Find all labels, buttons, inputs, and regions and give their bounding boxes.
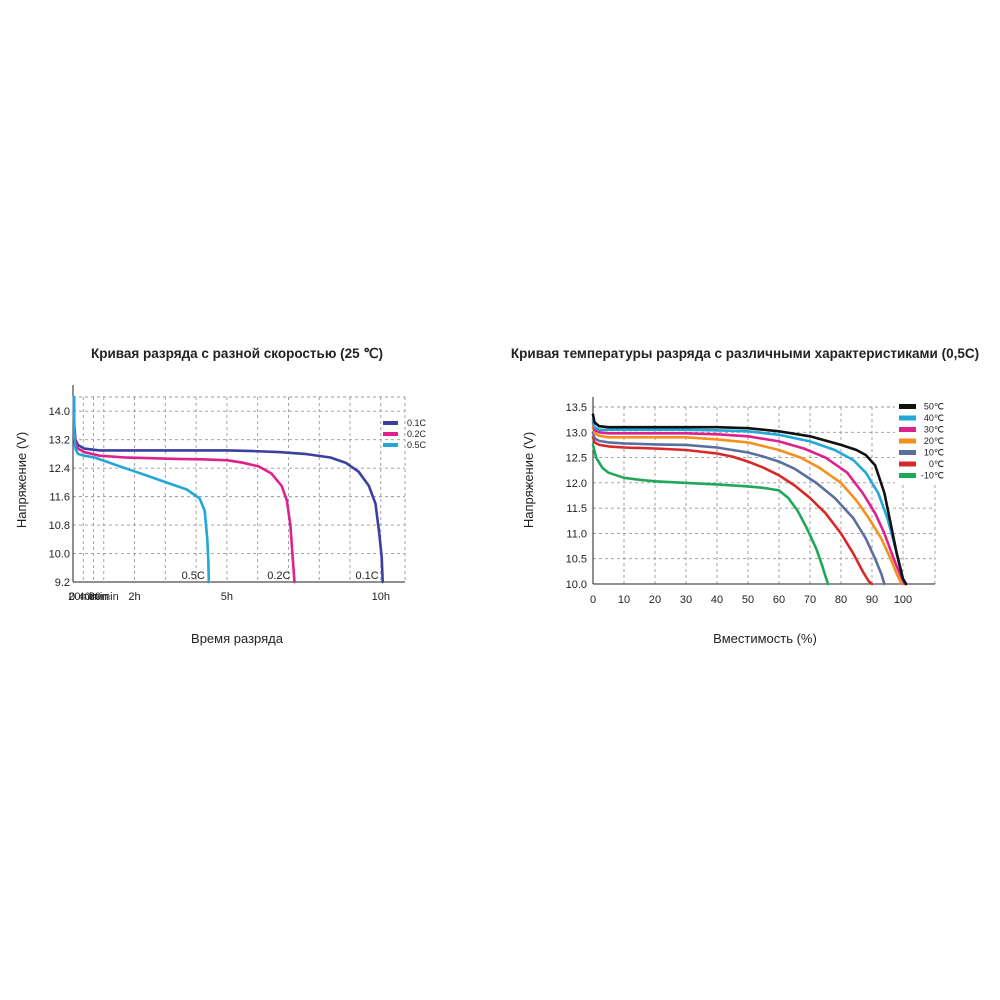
legend-swatch: [899, 415, 916, 421]
legend-swatch: [899, 450, 916, 455]
y-tick-label: 10.0: [566, 579, 587, 591]
legend-label: -10℃: [921, 471, 944, 481]
legend-swatch: [383, 432, 398, 436]
legend-swatch: [383, 421, 398, 425]
legend-label: 10℃: [924, 448, 944, 458]
x-tick-label: 30: [680, 594, 692, 606]
legend-label: 0℃: [929, 459, 944, 469]
series-line: [72, 395, 384, 584]
series-line: [591, 436, 874, 586]
x-tick-label: 50: [742, 594, 754, 606]
x-tick-label: 10h: [372, 591, 390, 603]
legend-swatch: [899, 427, 916, 432]
x-tick-label: 90: [866, 594, 878, 606]
y-tick-label: 12.5: [566, 453, 587, 465]
x-tick-label: 60: [773, 594, 785, 606]
x-tick-label: 70: [804, 594, 816, 606]
legend-label: 0.1C: [407, 418, 427, 428]
x-tick-label: 0: [590, 594, 596, 606]
y-tick-label: 13.2: [49, 435, 70, 447]
series-line: [591, 425, 903, 586]
legend-swatch: [899, 461, 916, 467]
x-tick-label: 2h: [128, 591, 140, 603]
y-tick-label: 14.0: [49, 406, 70, 418]
legend-label: 40℃: [924, 413, 944, 423]
legend-swatch: [383, 443, 398, 447]
legend-label: 20℃: [924, 436, 944, 446]
series-line: [591, 443, 830, 586]
x-tick-label: 5h: [221, 591, 233, 603]
x-tick-label: 40: [711, 594, 723, 606]
legend-label: 0.2C: [407, 429, 427, 439]
series-line: [591, 431, 886, 586]
y-tick-label: 9.2: [55, 577, 70, 589]
x-tick-label: 20min: [68, 591, 98, 603]
legend-label: 50℃: [924, 402, 944, 412]
y-tick-label: 11.5: [566, 503, 587, 515]
y-tick-label: 13.0: [566, 427, 587, 439]
x-axis-label: Вместимость (%): [713, 631, 817, 646]
x-tick-label: 40min: [79, 591, 109, 603]
legend-swatch: [899, 473, 916, 478]
series-end-label: 0.5C: [182, 570, 205, 582]
y-axis-label: Напряжение (V): [521, 432, 536, 528]
chart-title: Кривая разряда с разной скоростью (25 ℃): [91, 346, 383, 361]
x-tick-label: 100: [894, 594, 912, 606]
x-tick-label: 80: [835, 594, 847, 606]
discharge-rate-chart: Кривая разряда с разной скоростью (25 ℃)…: [14, 346, 427, 646]
legend-label: 0.5C: [407, 440, 427, 450]
x-tick-label: 0: [69, 591, 75, 603]
series-line: [591, 420, 906, 586]
chart-title: Кривая температуры разряда с различными …: [511, 346, 979, 361]
y-tick-label: 11.0: [566, 528, 587, 540]
y-tick-label: 12.0: [566, 478, 587, 490]
y-tick-label: 12.4: [49, 463, 70, 475]
legend-label: 30℃: [924, 425, 944, 435]
x-tick-label: 20: [649, 594, 661, 606]
x-axis-label: Время разряда: [191, 631, 284, 646]
y-tick-label: 11.6: [49, 492, 70, 504]
y-axis-label: Напряжение (V): [14, 432, 29, 528]
y-tick-label: 10.8: [49, 520, 70, 532]
series-line: [72, 395, 296, 584]
temperature-discharge-chart: Кривая температуры разряда с различными …: [511, 346, 979, 646]
y-tick-label: 13.5: [566, 402, 587, 414]
x-tick-label: 60min: [89, 591, 119, 603]
series-line: [591, 418, 908, 586]
legend-swatch: [899, 438, 916, 444]
y-tick-label: 10.5: [566, 554, 587, 566]
series-line: [591, 413, 908, 586]
legend-swatch: [899, 404, 916, 409]
series-end-label: 0.1C: [355, 570, 378, 582]
series-line: [72, 395, 211, 584]
series-end-label: 0.2C: [267, 570, 290, 582]
y-tick-label: 10.0: [49, 549, 70, 561]
x-tick-label: 10: [618, 594, 630, 606]
